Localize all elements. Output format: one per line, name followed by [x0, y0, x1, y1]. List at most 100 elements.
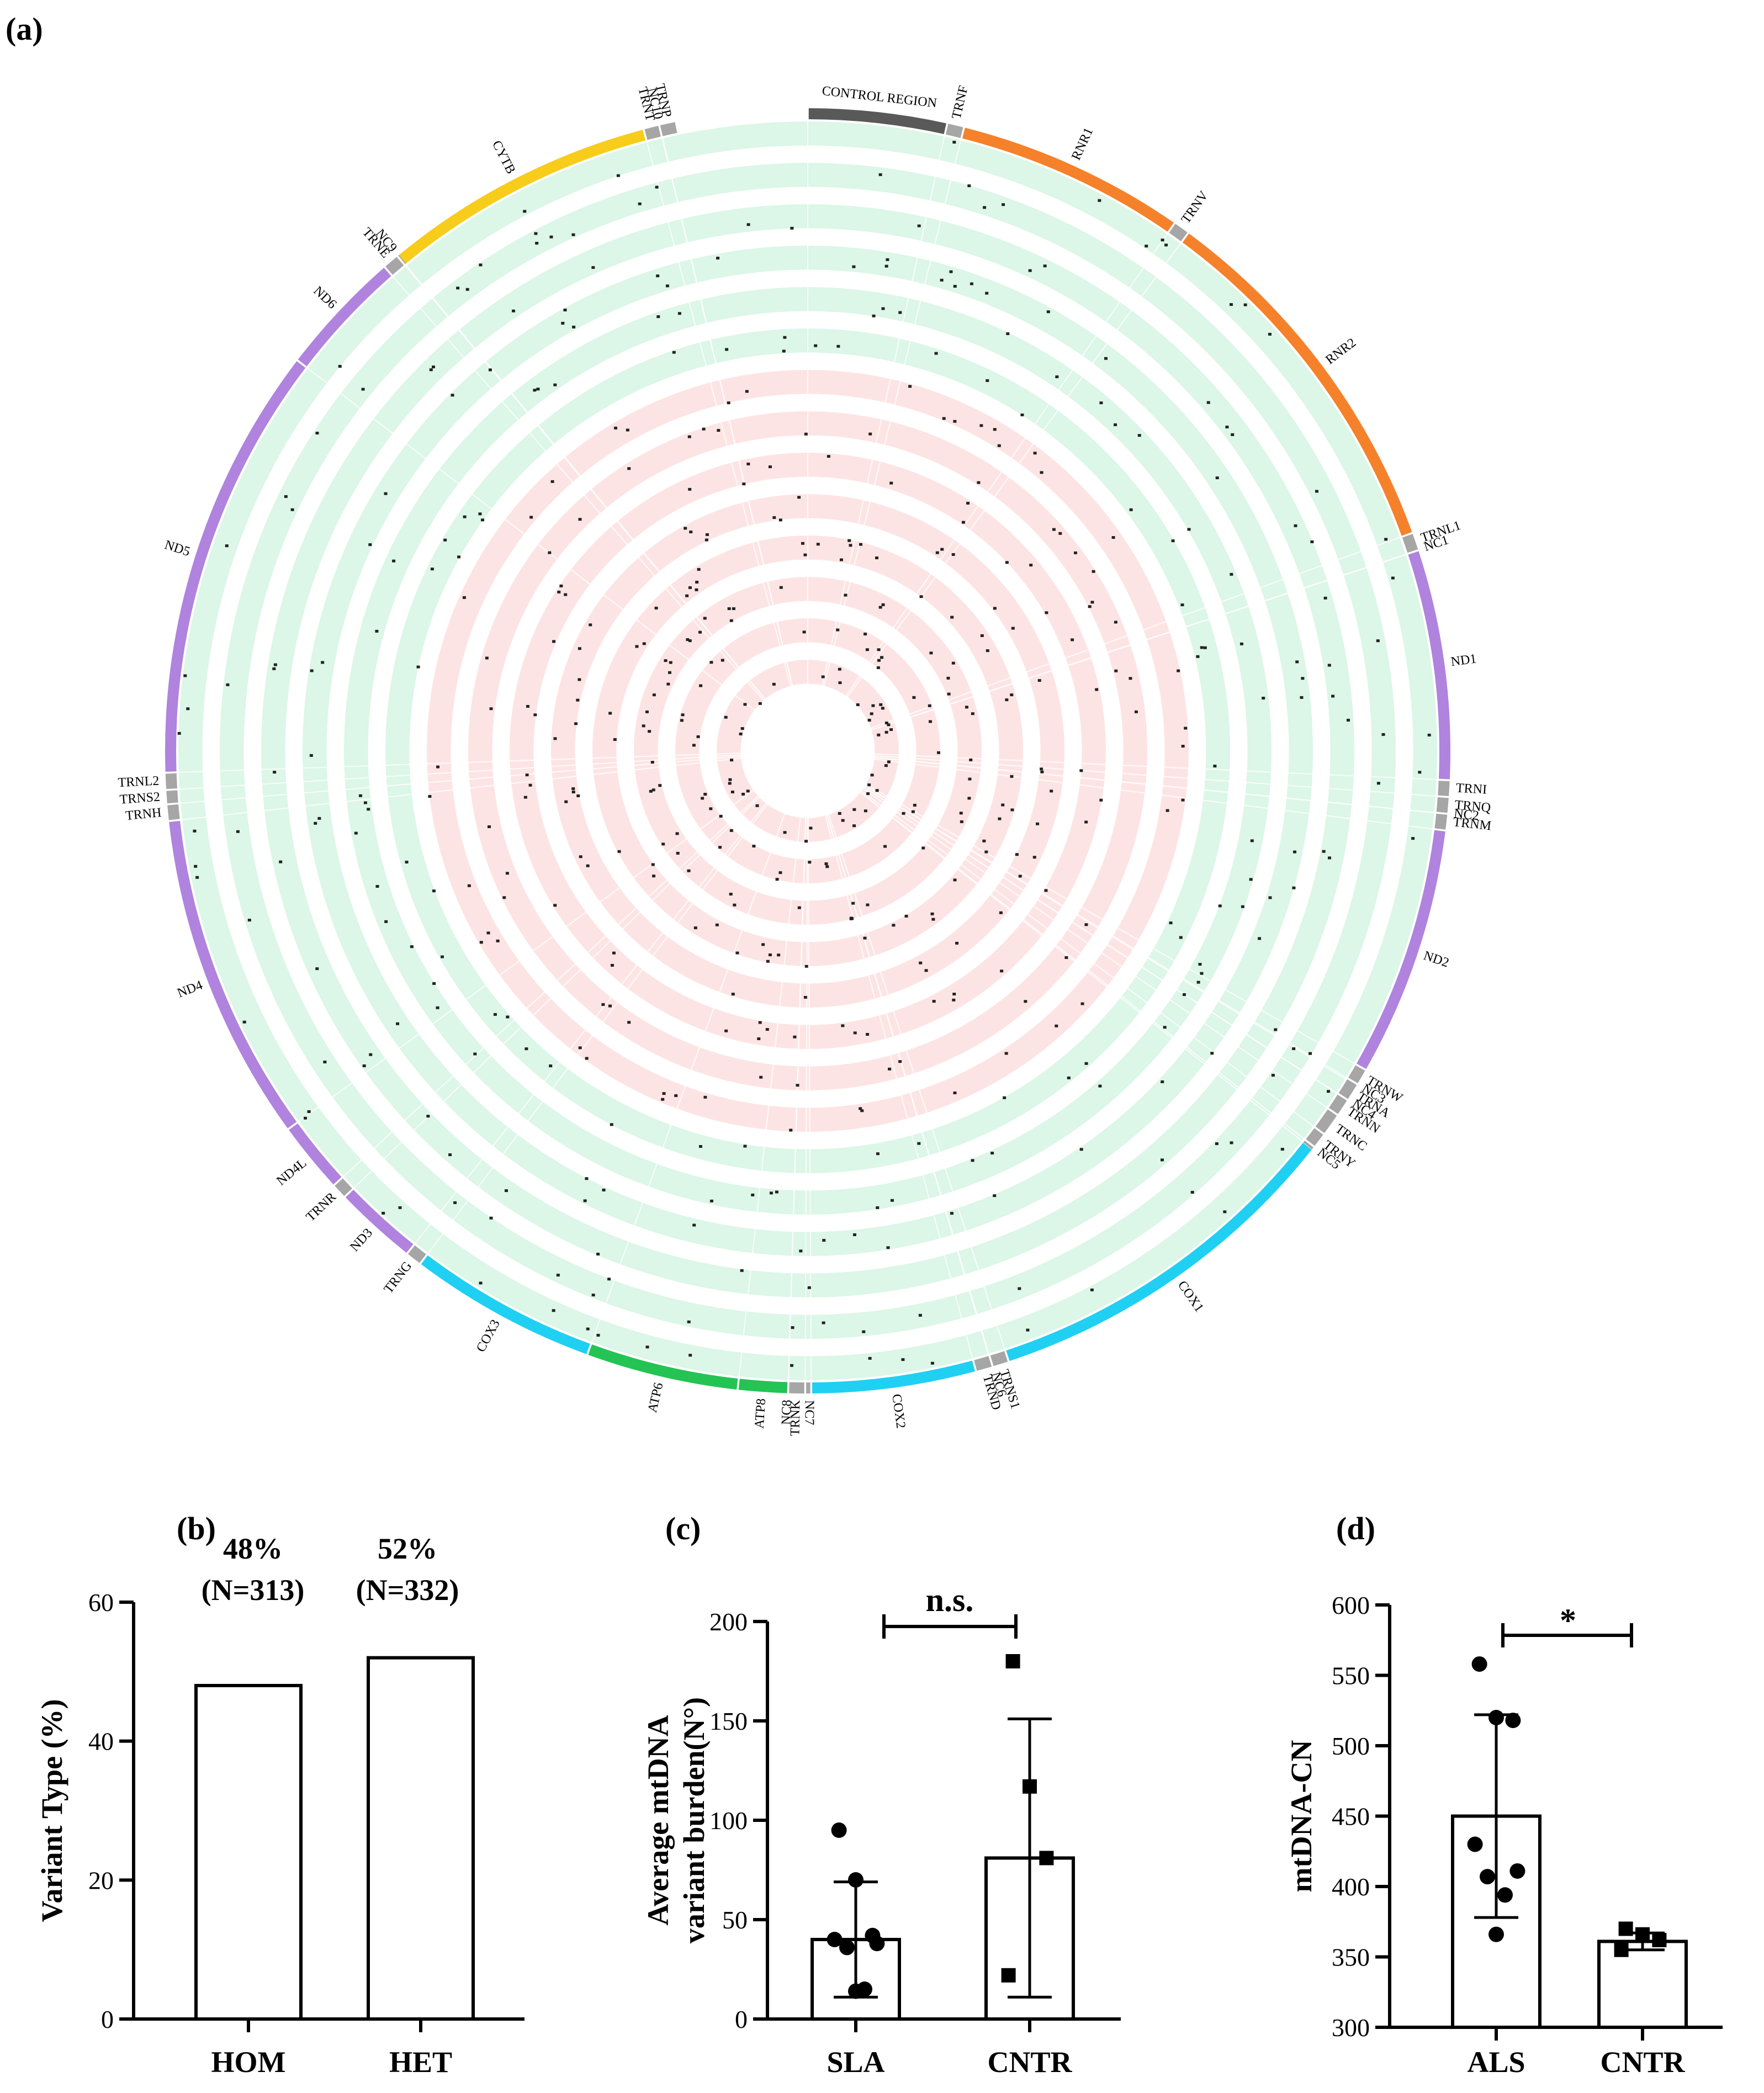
variant-point [608, 1004, 612, 1008]
variant-point [665, 284, 669, 288]
gene-arc-trni [1438, 781, 1450, 796]
variant-point [456, 287, 460, 290]
segment-boundary [846, 781, 1302, 1141]
variant-point [804, 432, 808, 436]
circos-plot: CONTROL REGION TRNFRNR1TRNVRNR2TRNL1NC1ND… [118, 82, 1492, 1436]
variant-point [852, 808, 856, 811]
variant-point [877, 659, 881, 662]
variant-point [883, 845, 887, 848]
variant-point [967, 184, 971, 188]
bar-hom [194, 1684, 303, 2021]
variant-point [980, 634, 984, 637]
variant-point [1225, 425, 1229, 428]
variant-point [549, 1064, 553, 1068]
variant-point [225, 544, 229, 548]
segment-boundary [343, 784, 772, 1177]
variant-point [946, 676, 950, 680]
panel-label-b: (b) [177, 1511, 216, 1546]
variant-point [534, 232, 538, 235]
variant-point [724, 716, 728, 719]
variant-point [886, 258, 889, 261]
variant-point [696, 735, 700, 738]
variant-point [1271, 1074, 1275, 1077]
variant-point [949, 270, 953, 273]
variant-point [236, 830, 240, 833]
gene-arc-nd6 [298, 267, 391, 367]
variant-point [589, 623, 592, 627]
variant-point [867, 783, 871, 787]
variant-point [884, 730, 888, 734]
variant-point [638, 202, 642, 205]
variant-point [889, 728, 893, 732]
variant-point [1095, 688, 1099, 691]
variant-point [1114, 669, 1118, 672]
segment-boundary [857, 756, 1433, 830]
variant-point [226, 683, 230, 686]
variant-point [889, 481, 893, 485]
variant-point [382, 1211, 385, 1215]
variant-point [1161, 1080, 1164, 1083]
variant-point [875, 556, 878, 559]
variant-point [1218, 904, 1222, 908]
variant-point [866, 792, 870, 796]
data-point [1005, 1654, 1020, 1668]
variant-point [489, 707, 493, 711]
variant-point [585, 1177, 589, 1180]
variant-point [1064, 956, 1068, 959]
variant-point [838, 681, 842, 685]
variant-point [535, 242, 539, 245]
variant-point [766, 960, 770, 963]
variant-point [1104, 357, 1108, 360]
variant-point [1114, 621, 1117, 624]
variant-point [1203, 646, 1207, 649]
variant-point [852, 824, 856, 828]
variant-point [571, 787, 575, 791]
variant-point [934, 352, 938, 355]
variant-point [930, 1361, 934, 1365]
variant-point [1181, 798, 1185, 802]
data-point [1635, 1927, 1650, 1942]
y-tick-label-100: 100 [709, 1806, 748, 1835]
gene-arc-trnh [167, 804, 180, 820]
variant-point [354, 831, 358, 835]
variant-point [677, 312, 681, 315]
variant-point [1166, 809, 1169, 812]
variant-point [457, 555, 461, 559]
gene-label-nd3: ND3 [347, 1226, 375, 1254]
variant-point [1033, 452, 1037, 455]
variant-point [392, 559, 396, 563]
variant-point [478, 512, 482, 516]
variant-point [838, 812, 841, 815]
data-point [1618, 1921, 1633, 1936]
variant-point [1381, 733, 1385, 736]
y-tick-label-300: 300 [1332, 2013, 1370, 2042]
variant-point [866, 1032, 870, 1036]
variant-point [1000, 969, 1004, 973]
variant-point [746, 789, 750, 793]
y-tick-label-150: 150 [709, 1707, 748, 1735]
variant-point [317, 817, 321, 820]
variant-point [808, 861, 812, 864]
variant-point [549, 235, 553, 239]
variant-point [652, 875, 656, 878]
variant-point [969, 758, 973, 761]
variant-point [1018, 1287, 1021, 1290]
x-tick-label-cntr: CNTR [987, 2046, 1072, 2079]
y-tick-label-0: 0 [101, 2005, 114, 2033]
variant-point [803, 995, 807, 999]
variant-point [645, 710, 649, 713]
variant-point [740, 727, 744, 730]
data-point [1505, 1713, 1521, 1729]
gene-label-cox2: COX2 [889, 1393, 908, 1429]
variant-point [876, 666, 880, 669]
variant-point [695, 588, 698, 591]
variant-point [727, 401, 730, 405]
variant-point [783, 336, 787, 339]
variant-point [797, 906, 801, 909]
data-point [1023, 1779, 1037, 1794]
variant-point [652, 693, 656, 697]
x-tick-label-hom: HOM [211, 2046, 286, 2079]
variant-point [1036, 822, 1040, 825]
variant-point [666, 682, 670, 686]
segment-boundary [393, 277, 776, 714]
